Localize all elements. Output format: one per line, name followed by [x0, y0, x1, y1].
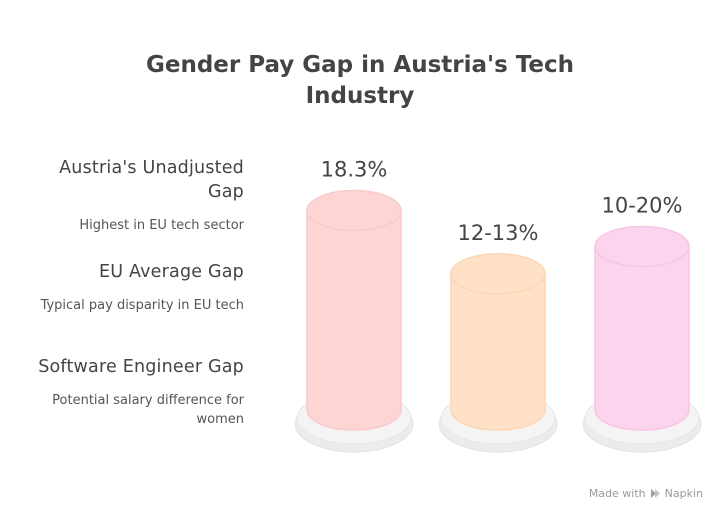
category-title: Software Engineer Gap	[38, 357, 244, 377]
made-with-text: Made with	[588, 487, 646, 500]
category-title: EU Average Gap	[98, 262, 244, 282]
chart-title: Gender Pay Gap in Austria's Tech Industr…	[145, 52, 575, 109]
bar-top	[450, 253, 546, 295]
category-description: Highest in EU tech sector	[79, 218, 244, 233]
bar-value-label: 12-13%	[458, 221, 539, 245]
footer-credit: Made with Napkin	[589, 487, 703, 500]
category-title: Austria's Unadjusted Gap	[59, 158, 244, 202]
napkin-logo-icon	[650, 489, 660, 498]
bar-value-label: 18.3%	[321, 158, 388, 182]
category-description: Potential salary difference for women	[52, 393, 244, 427]
bar-body	[594, 245, 690, 431]
category-label-austria: Austria's Unadjusted Gap Highest in EU t…	[20, 156, 244, 235]
category-description: Typical pay disparity in EU tech	[40, 298, 244, 313]
bar-top	[594, 225, 690, 268]
bar-top	[306, 189, 402, 232]
category-label-eu: EU Average Gap Typical pay disparity in …	[20, 260, 244, 315]
bar-body	[450, 273, 546, 431]
category-label-software: Software Engineer Gap Potential salary d…	[20, 355, 244, 429]
bar-body	[306, 209, 402, 431]
brand-text: Napkin	[664, 487, 703, 500]
bar-value-label: 10-20%	[602, 194, 683, 218]
